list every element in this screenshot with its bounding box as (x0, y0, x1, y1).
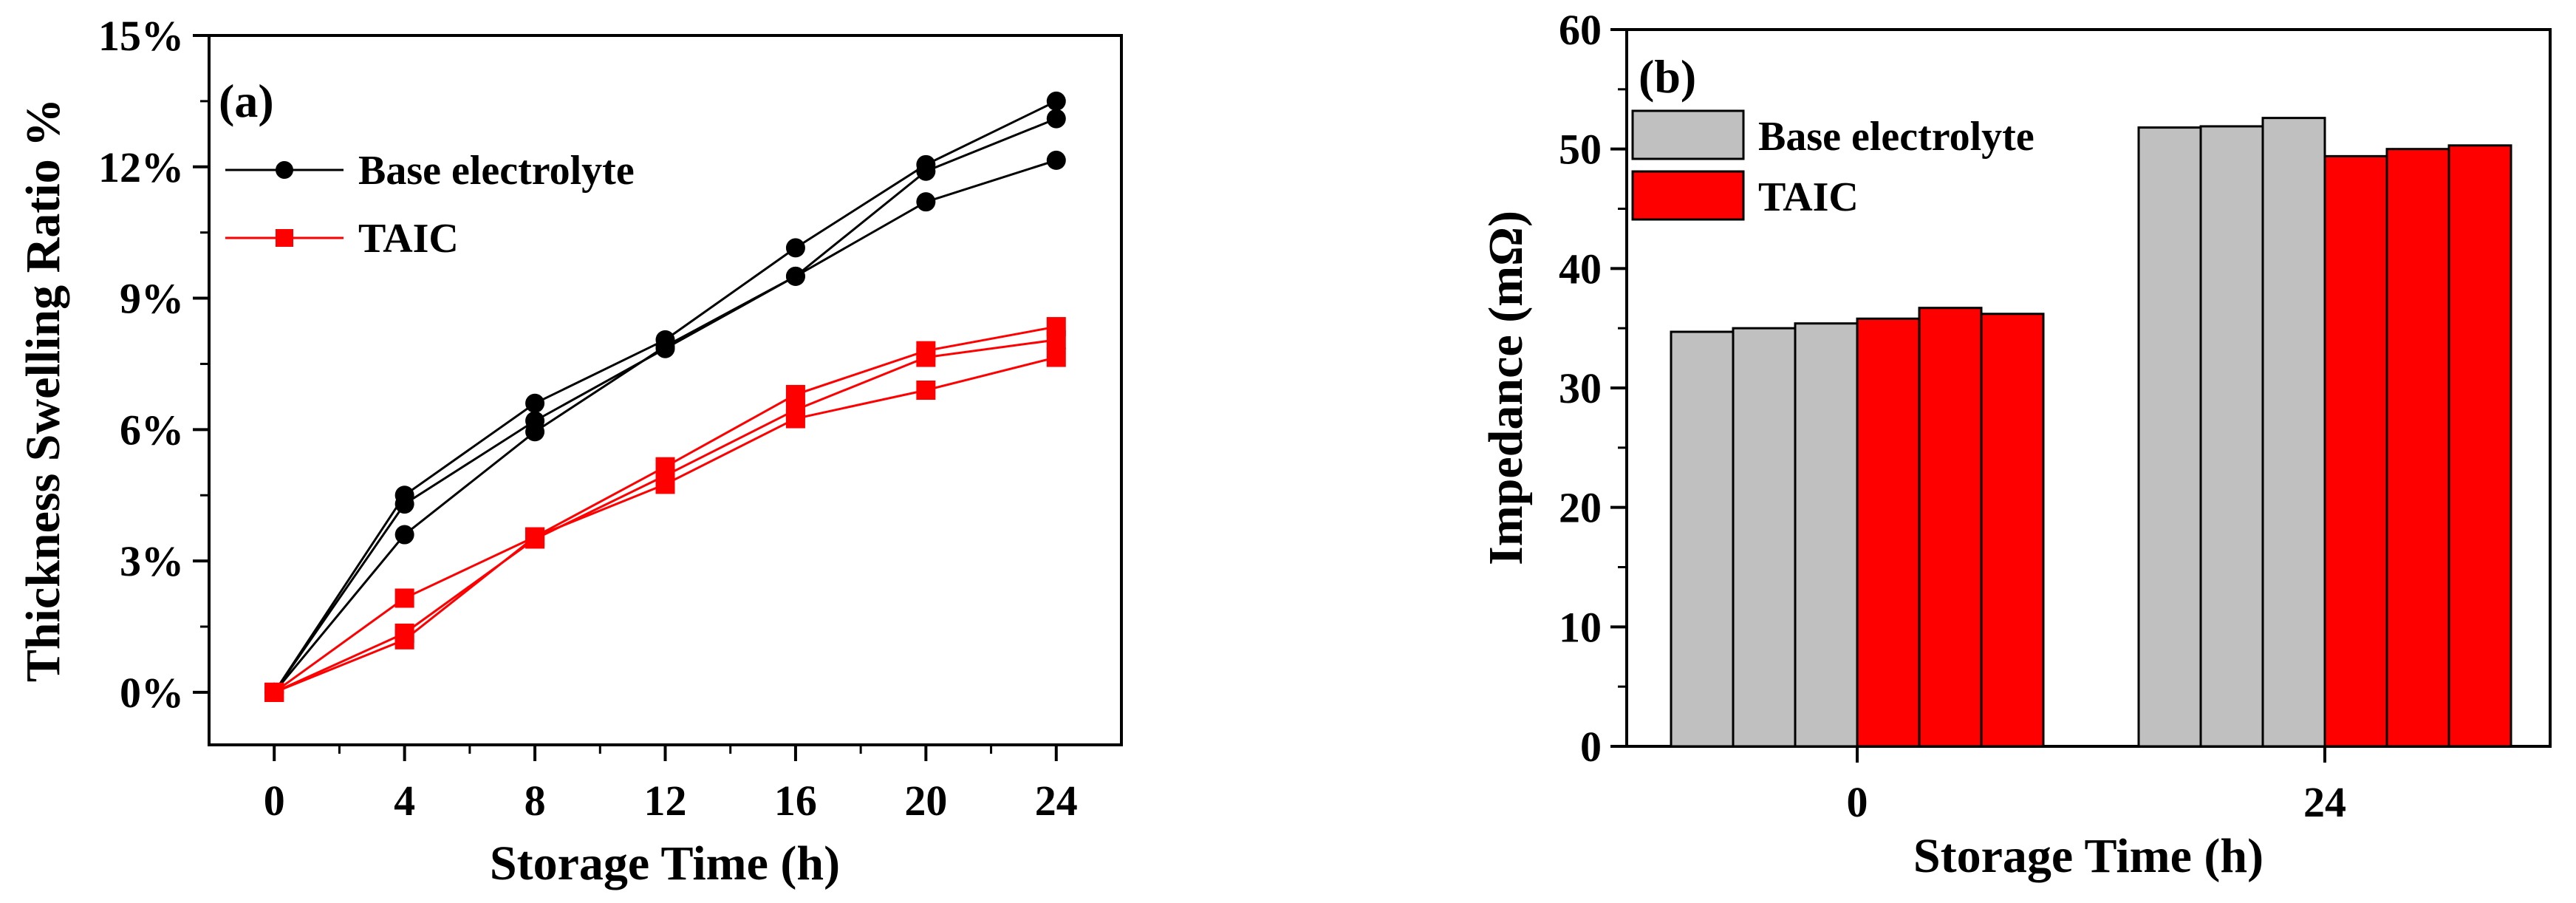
a-y-tick-label: 9% (120, 275, 184, 323)
b-y-tick-label: 50 (1559, 126, 1602, 174)
panel-a-x-tick-labels: 0 4 8 12 16 20 24 (264, 777, 1078, 825)
legend-a-taic-label: TAIC (358, 216, 459, 262)
b-y-tick-label: 20 (1559, 484, 1602, 532)
legend-b-taic-label: TAIC (1758, 174, 1859, 220)
a-data-point (655, 336, 675, 356)
b-y-tick-label: 0 (1580, 723, 1602, 771)
panel-b-bar-chart: 0 24 0 10 20 30 40 50 60 (b) Base electrolyte T… (1479, 6, 2552, 883)
a-data-point (655, 474, 675, 494)
a-series-line (273, 356, 1057, 694)
b-y-tick-label: 30 (1559, 364, 1602, 412)
a-data-point (394, 494, 414, 514)
a-data-point (1046, 109, 1066, 129)
a-y-tick-label: 0% (120, 669, 184, 717)
panel-b-bars (1670, 117, 2512, 748)
panel-a-line-chart: 0 4 8 12 16 20 24 0% 3% 6% 9% 12% 15% (a) Base elec… (16, 12, 1123, 890)
b-bar (1980, 313, 2045, 748)
panel-b-y-tick-labels: 0 10 20 30 40 50 60 (1559, 6, 1602, 771)
a-data-point (394, 525, 414, 545)
panel-b-y-axis-title: Impedance (mΩ) (1479, 211, 1533, 565)
panel-b-legend: Base electrolyte TAIC (1631, 109, 2035, 221)
a-data-point (1046, 330, 1066, 350)
a-y-tick-label: 6% (120, 406, 184, 454)
b-bar (1670, 330, 1735, 748)
a-series-line (273, 325, 1057, 694)
panel-a-legend: Base electrolyte TAIC (225, 148, 635, 262)
a-data-point (394, 630, 414, 650)
b-x-tick-label: 24 (2303, 778, 2346, 826)
a-data-point (525, 527, 545, 547)
b-bar (1794, 322, 1859, 748)
a-data-point (785, 409, 805, 429)
a-x-tick-label: 12 (644, 777, 687, 825)
legend-a-base-marker (276, 161, 293, 179)
b-bar (1856, 317, 1921, 748)
panel-a-x-axis-title: Storage Time (h) (490, 836, 840, 890)
b-bar (1732, 327, 1797, 748)
a-data-point (785, 238, 805, 258)
b-y-tick-label: 60 (1559, 6, 1602, 54)
legend-a-base-label: Base electrolyte (358, 148, 635, 194)
a-x-tick-label: 0 (264, 777, 285, 825)
a-data-point (916, 192, 936, 212)
b-bar (2385, 148, 2450, 748)
panel-a-tag: (a) (219, 75, 274, 127)
a-data-point (264, 682, 284, 702)
b-x-tick-label: 0 (1847, 778, 1868, 826)
b-bar (2447, 144, 2512, 748)
panel-a-markers (264, 91, 1066, 702)
b-bar (2261, 117, 2326, 748)
a-data-point (916, 347, 936, 367)
a-data-point (916, 161, 936, 181)
panel-a-y-axis-title: Thickness Swelling Ratio % (16, 98, 70, 682)
a-x-tick-label: 24 (1035, 777, 1078, 825)
a-data-point (394, 588, 414, 608)
a-x-tick-label: 20 (904, 777, 947, 825)
b-bar (2323, 154, 2388, 748)
a-data-point (785, 266, 805, 286)
legend-b-base-swatch (1631, 109, 1745, 160)
a-x-tick-label: 4 (394, 777, 415, 825)
b-y-tick-label: 10 (1559, 603, 1602, 651)
a-data-point (1046, 150, 1066, 170)
b-bar (1918, 307, 1983, 748)
legend-a-taic-marker (276, 229, 293, 247)
b-y-tick-label: 40 (1559, 245, 1602, 293)
b-bar (2137, 126, 2202, 748)
panel-a-ticks (193, 34, 1058, 761)
legend-b-taic-swatch (1631, 170, 1745, 221)
a-data-point (916, 381, 936, 400)
panel-b-ticks (1610, 28, 2326, 763)
legend-b-base-label: Base electrolyte (1758, 114, 2035, 160)
a-data-point (525, 393, 545, 413)
a-y-tick-label: 15% (98, 12, 184, 60)
panel-b-tag: (b) (1639, 50, 1696, 103)
panel-a-plot-frame (208, 34, 1123, 746)
panel-b-x-axis-title: Storage Time (h) (1913, 829, 2264, 883)
a-y-tick-label: 3% (120, 537, 184, 585)
a-x-tick-label: 16 (774, 777, 817, 825)
a-data-point (525, 422, 545, 442)
panel-b-x-tick-labels: 0 24 (1847, 778, 2347, 826)
a-data-point (1046, 91, 1066, 111)
a-y-tick-label: 12% (98, 143, 184, 191)
a-data-point (1046, 347, 1066, 367)
a-x-tick-label: 8 (525, 777, 546, 825)
b-bar (2199, 125, 2264, 748)
panel-a-y-tick-labels: 0% 3% 6% 9% 12% 15% (98, 12, 184, 717)
